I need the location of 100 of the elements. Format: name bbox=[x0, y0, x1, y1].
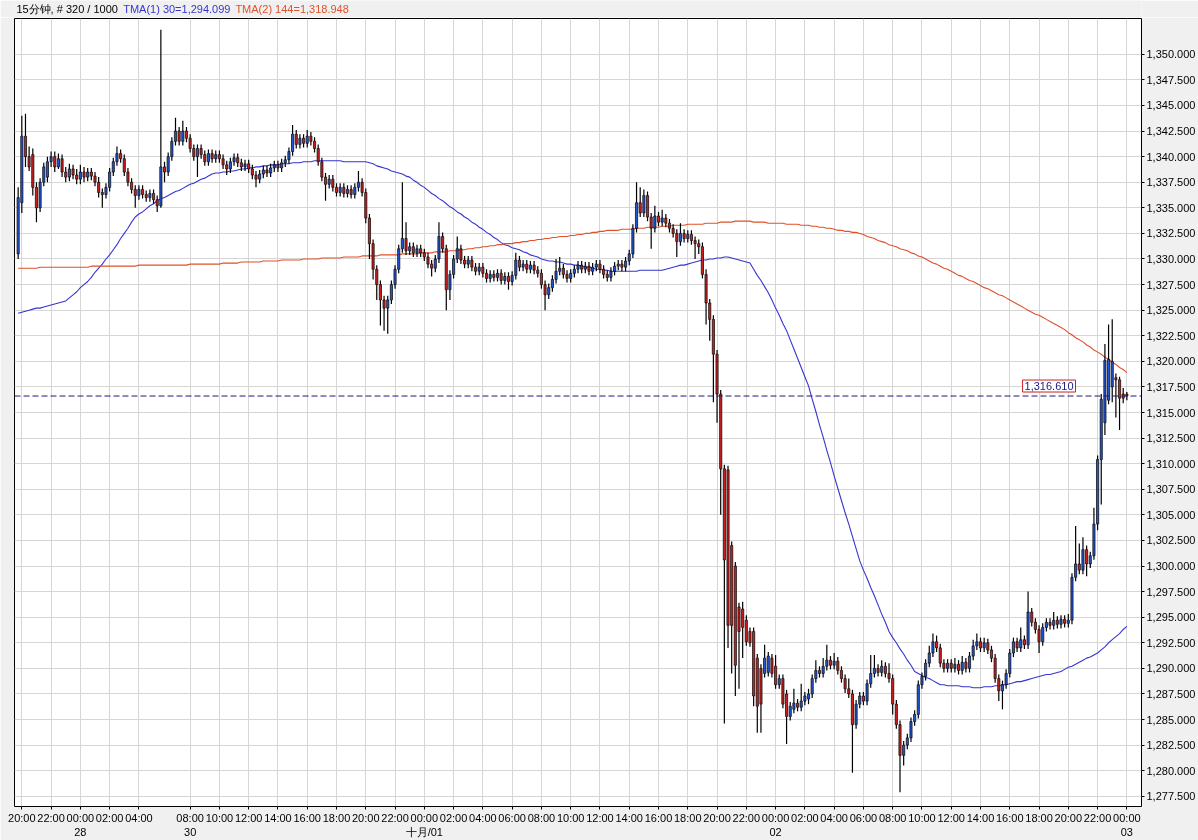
candlestick bbox=[71, 164, 75, 180]
x-tick-label: 18:00 bbox=[322, 811, 351, 824]
candlestick bbox=[671, 223, 675, 239]
y-tick-label: 1,312.500 bbox=[1146, 432, 1196, 445]
x-tick-label: 20:00 bbox=[703, 811, 731, 824]
candlestick bbox=[1048, 617, 1052, 631]
y-tick-label: 1,280.000 bbox=[1146, 764, 1196, 777]
x-tick-label: 06:00 bbox=[849, 811, 878, 824]
candlestick bbox=[964, 657, 968, 674]
y-tick-label: 1,332.500 bbox=[1146, 227, 1196, 240]
x-tick-label: 08:00 bbox=[527, 811, 556, 824]
candlestick bbox=[188, 133, 192, 154]
candlestick bbox=[876, 663, 880, 678]
candlestick bbox=[693, 235, 697, 260]
candlestick bbox=[554, 258, 558, 285]
y-tick-label: 1,307.500 bbox=[1146, 483, 1196, 496]
x-tick-label: 22:00 bbox=[1083, 811, 1112, 824]
x-tick-label: 14:00 bbox=[264, 811, 292, 824]
candlestick bbox=[426, 252, 430, 269]
candlestick bbox=[481, 262, 485, 279]
candlestick bbox=[1026, 590, 1030, 650]
candlestick bbox=[243, 159, 247, 172]
candlestick bbox=[843, 673, 847, 694]
x-tick-label: 14:00 bbox=[615, 811, 643, 824]
x-tick-label: 00:00 03 bbox=[1113, 811, 1141, 838]
candlestick bbox=[309, 131, 313, 146]
candlestick bbox=[148, 188, 152, 203]
candlestick bbox=[598, 259, 602, 274]
x-tick-label: 12:00 bbox=[586, 811, 614, 824]
candlestick bbox=[576, 260, 580, 274]
y-tick-label: 1,305.000 bbox=[1146, 508, 1196, 521]
candlestick bbox=[642, 188, 646, 218]
x-tick-label: 10:00 bbox=[556, 811, 585, 824]
y-tick-label: 1,330.000 bbox=[1146, 252, 1196, 265]
text: TMA(2) 144=1,318.948 bbox=[235, 3, 349, 15]
x-tick-label: 20:00 bbox=[1054, 811, 1083, 824]
candlestick bbox=[199, 143, 203, 160]
candlestick bbox=[276, 160, 280, 173]
x-tick-label: 02:00 bbox=[95, 811, 124, 824]
candlestick bbox=[60, 154, 64, 178]
candlestick bbox=[82, 166, 86, 183]
y-tick-label: 1,310.000 bbox=[1146, 457, 1196, 470]
candlestick bbox=[532, 260, 536, 275]
candlestick bbox=[953, 657, 957, 674]
y-tick-label: 1,317.500 bbox=[1146, 380, 1196, 393]
candlestick bbox=[159, 29, 163, 209]
x-tick-label: 00:00 28 bbox=[66, 811, 95, 838]
x-tick-label: 06:00 bbox=[498, 811, 526, 824]
x-tick-label: 04:00 bbox=[820, 811, 848, 824]
candlestick bbox=[1081, 536, 1085, 575]
candlestick bbox=[137, 184, 141, 201]
x-tick-label: 14:00 bbox=[966, 811, 995, 824]
y-tick-label: 1,300.000 bbox=[1146, 560, 1196, 573]
candlestick bbox=[221, 154, 225, 170]
x-tick-label: 16:00 bbox=[293, 811, 321, 824]
candlestick bbox=[565, 269, 569, 284]
y-tick-label: 1,320.000 bbox=[1146, 355, 1196, 368]
y-tick-label: 1,295.000 bbox=[1146, 611, 1196, 624]
x-tick-label: 04:00 bbox=[125, 811, 153, 824]
candlestick bbox=[265, 165, 269, 178]
y-tick-label: 1,340.000 bbox=[1146, 150, 1196, 163]
candlestick bbox=[298, 133, 302, 150]
x-tick-label: 12:00 bbox=[937, 811, 965, 824]
y-tick-label: 1,325.000 bbox=[1146, 304, 1196, 317]
candlestick bbox=[349, 184, 353, 200]
candlestick bbox=[1059, 614, 1063, 630]
x-tick-label: 10:00 bbox=[908, 811, 936, 824]
ref-line-label: 1,316.610 bbox=[1024, 380, 1074, 393]
y-tick-label: 1,302.500 bbox=[1146, 534, 1196, 547]
candlestick bbox=[521, 259, 525, 272]
candlestick bbox=[470, 255, 474, 272]
y-tick-label: 1,277.500 bbox=[1146, 790, 1196, 803]
y-tick-label: 1,315.000 bbox=[1146, 406, 1196, 419]
y-tick-label: 1,297.500 bbox=[1146, 585, 1196, 598]
candlestick bbox=[210, 148, 214, 164]
x-tick-label: 12:00 bbox=[234, 811, 263, 824]
y-tick-label: 1,335.000 bbox=[1146, 201, 1196, 214]
x-tick-label: 16:00 bbox=[996, 811, 1024, 824]
y-tick-label: 1,322.500 bbox=[1146, 329, 1196, 342]
y-tick-label: 1,290.000 bbox=[1146, 662, 1196, 675]
candlestick bbox=[1015, 637, 1019, 653]
y-tick-label: 1,327.500 bbox=[1146, 278, 1196, 291]
x-tick-label: 22:00 bbox=[732, 811, 761, 824]
x-tick-label: 08:00 bbox=[878, 811, 907, 824]
x-tick-label: 18:00 bbox=[674, 811, 702, 824]
x-tick-label: 20:00 bbox=[8, 811, 36, 824]
candlestick bbox=[792, 688, 796, 714]
candlestick bbox=[232, 152, 236, 167]
x-tick-label: 18:00 bbox=[1025, 811, 1053, 824]
y-tick-label: 1,347.500 bbox=[1146, 73, 1196, 86]
chart-title: 15分钟, # 320 / 1000 bbox=[16, 3, 118, 15]
candlestick bbox=[620, 259, 624, 272]
text: TMA(1) 30=1,294.099 bbox=[123, 3, 231, 15]
x-tick-label: 02:00 bbox=[439, 811, 468, 824]
y-tick-label: 1,287.500 bbox=[1146, 687, 1196, 700]
candlestick bbox=[609, 266, 613, 283]
y-tick-label: 1,285.000 bbox=[1146, 713, 1196, 726]
candlestick bbox=[832, 652, 836, 670]
x-tick-label: 22:00 bbox=[37, 811, 65, 824]
y-tick-label: 1,337.500 bbox=[1146, 176, 1196, 189]
